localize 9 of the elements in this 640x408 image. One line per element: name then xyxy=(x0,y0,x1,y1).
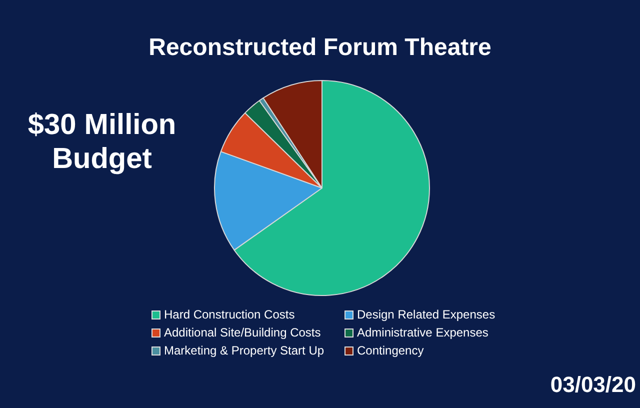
legend-label: Hard Construction Costs xyxy=(164,307,295,322)
text: $30 Million Budget xyxy=(26,108,178,176)
legend-label: Administrative Expenses xyxy=(357,325,488,340)
text: 03/03/20 xyxy=(550,372,636,398)
legend-label: Contingency xyxy=(357,343,424,358)
legend-label: Design Related Expenses xyxy=(357,307,496,322)
chart-title: Reconstructed Forum Theatre xyxy=(148,34,492,62)
legend-label: Marketing & Property Start Up xyxy=(164,343,324,358)
legend-label: Additional Site/Building Costs xyxy=(164,325,321,340)
